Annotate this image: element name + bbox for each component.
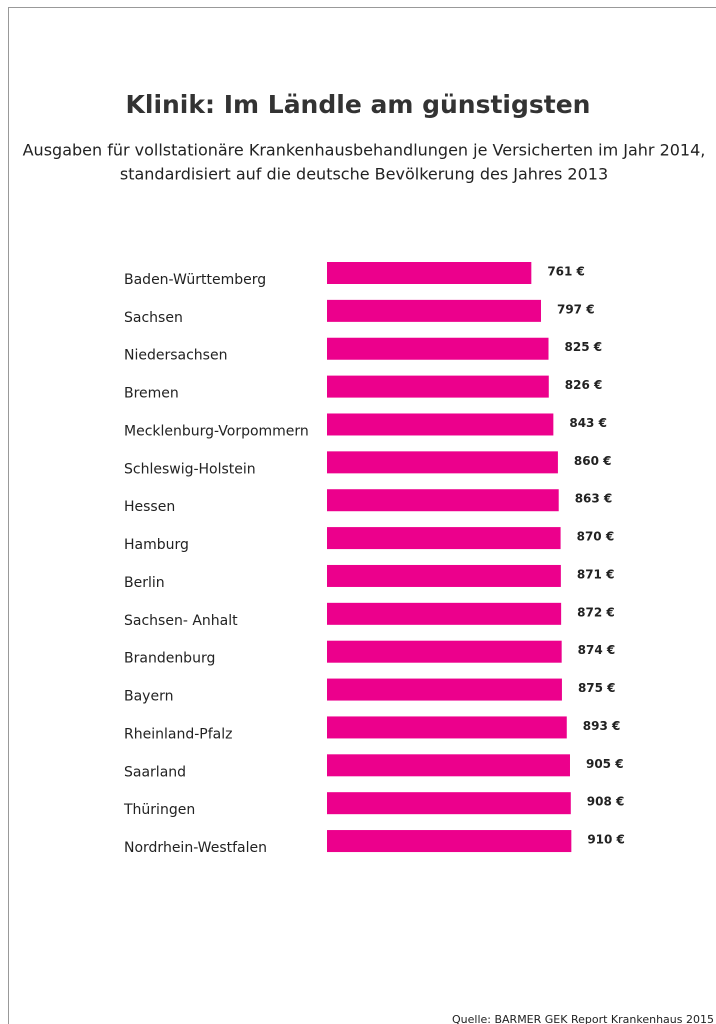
frame xyxy=(8,7,716,1024)
bar xyxy=(327,678,562,701)
category-label: Schleswig-Holstein xyxy=(124,461,256,477)
value-label: 908 € xyxy=(587,795,625,809)
bar xyxy=(327,564,561,587)
category-label: Nordrhein-Westfalen xyxy=(124,840,267,856)
subtitle: Ausgaben für vollstationäre Krankenhausb… xyxy=(23,141,706,160)
category-label: Brandenburg xyxy=(124,651,215,667)
category-label: Sachsen xyxy=(124,310,183,326)
bar xyxy=(327,754,570,777)
value-label: 860 € xyxy=(574,454,612,468)
bar xyxy=(327,489,559,512)
category-label: Hamburg xyxy=(124,537,189,553)
value-label: 871 € xyxy=(577,567,615,581)
category-label: Rheinland-Pfalz xyxy=(124,726,232,742)
value-label: 797 € xyxy=(557,302,595,316)
value-label: 761 € xyxy=(547,265,585,279)
bar xyxy=(327,830,572,853)
value-label: 843 € xyxy=(569,416,607,430)
bar xyxy=(327,602,562,625)
value-label: 874 € xyxy=(578,643,616,657)
value-label: 893 € xyxy=(583,719,621,733)
value-label: 863 € xyxy=(575,492,613,506)
value-label: 826 € xyxy=(565,378,603,392)
bar xyxy=(327,716,567,739)
source: Quelle: BARMER GEK Report Krankenhaus 20… xyxy=(452,1013,714,1024)
category-label: Sachsen- Anhalt xyxy=(124,613,238,629)
category-label: Bremen xyxy=(124,386,179,402)
category-label: Baden-Württemberg xyxy=(124,272,266,288)
value-label: 910 € xyxy=(587,833,625,847)
subtitle: standardisiert auf die deutsche Bevölker… xyxy=(120,165,608,184)
bar xyxy=(327,375,549,398)
category-label: Berlin xyxy=(124,575,165,591)
bar xyxy=(327,413,554,436)
value-label: 905 € xyxy=(586,757,624,771)
value-label: 825 € xyxy=(565,340,603,354)
bar xyxy=(327,527,561,550)
category-label: Saarland xyxy=(124,764,186,780)
bar xyxy=(327,337,549,360)
value-label: 875 € xyxy=(578,681,616,695)
category-label: Niedersachsen xyxy=(124,348,227,364)
category-label: Mecklenburg-Vorpommern xyxy=(124,423,309,439)
category-label: Hessen xyxy=(124,499,175,515)
bar xyxy=(327,451,558,474)
category-label: Bayern xyxy=(124,689,173,705)
category-label: Thüringen xyxy=(123,802,195,818)
chart-title: Klinik: Im Ländle am günstigsten xyxy=(126,90,591,119)
value-label: 872 € xyxy=(577,605,615,619)
bar xyxy=(327,792,571,815)
bar xyxy=(327,299,541,322)
bar xyxy=(327,262,532,284)
value-label: 870 € xyxy=(577,530,615,544)
bar xyxy=(327,640,562,663)
